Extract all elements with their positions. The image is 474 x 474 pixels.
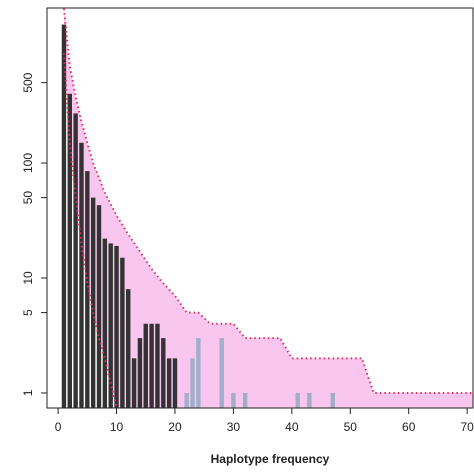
confidence-band (63, 8, 473, 408)
bar (79, 142, 84, 408)
y-tick-label: 5 (21, 309, 35, 316)
bar (190, 358, 195, 408)
x-axis-label: Haplotype frequency (211, 452, 330, 466)
y-tick-label: 50 (21, 191, 35, 205)
bound-line (62, 8, 473, 394)
bar (67, 93, 72, 408)
bar (184, 392, 189, 408)
bar (231, 392, 236, 408)
bar (131, 358, 137, 408)
bar (108, 243, 113, 408)
bar (149, 323, 154, 408)
bound-line (62, 53, 118, 408)
plot-frame (46, 7, 474, 409)
x-tick-label: 70 (460, 420, 474, 434)
bar (172, 358, 178, 408)
plot-area (61, 8, 473, 408)
x-tick-label: 10 (110, 420, 124, 434)
y-tick-label: 1 (21, 389, 35, 396)
bar (161, 338, 166, 408)
x-tick-label: 50 (344, 420, 358, 434)
x-tick-label: 20 (168, 420, 182, 434)
bar (96, 205, 102, 408)
bar (295, 392, 300, 408)
x-tick-label: 40 (285, 420, 299, 434)
bar (155, 323, 160, 408)
bar (85, 171, 90, 408)
bar (120, 257, 125, 408)
bar (219, 338, 224, 408)
bar (114, 245, 119, 408)
bar (102, 238, 108, 408)
bar (73, 113, 78, 408)
y-tick-label: 100 (21, 153, 35, 173)
bar (137, 338, 143, 408)
bar (307, 392, 312, 408)
bar (143, 323, 148, 408)
x-tick-label: 0 (55, 420, 62, 434)
x-tick-label: 60 (402, 420, 416, 434)
bar (126, 289, 131, 408)
bar (90, 197, 96, 408)
bar (166, 358, 172, 408)
y-tick-label: 500 (21, 72, 35, 92)
y-tick-label: 10 (21, 271, 35, 285)
bar (61, 24, 67, 408)
bar (330, 392, 335, 408)
bar (242, 392, 248, 408)
bar (196, 338, 201, 408)
x-tick-label: 30 (227, 420, 241, 434)
